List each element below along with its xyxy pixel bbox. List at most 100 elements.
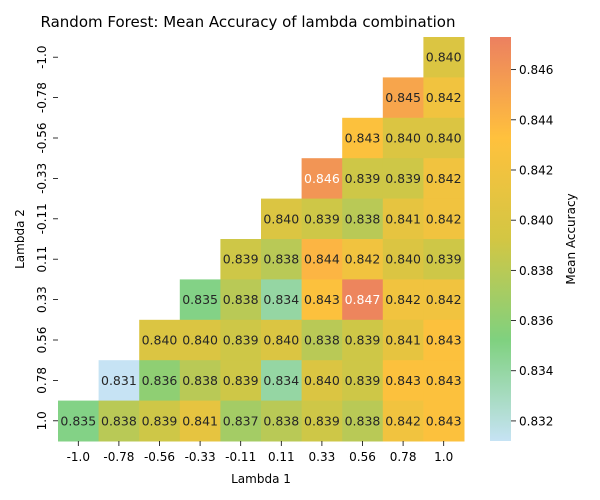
x-tick-label: 0.33 [309,450,336,464]
cell-value-label: 0.843 [345,131,381,146]
cell-value-label: 0.840 [385,131,421,146]
cell-value-label: 0.838 [263,413,299,428]
heatmap-cell [301,319,343,361]
heatmap-cell [301,279,343,321]
y-tick-label: -1.0 [35,45,49,68]
y-tick-label: -0.11 [35,203,49,234]
heatmap-cell [342,158,384,200]
heatmap-cell [58,400,100,442]
heatmap-cell [382,158,424,200]
heatmap-cell [179,279,221,321]
colorbar-tick-label: 0.838 [519,264,553,278]
y-axis-label: Lambda 2 [13,209,27,269]
heatmap-cell [382,360,424,402]
heatmap-cell [382,77,424,119]
heatmap-cell [342,400,384,442]
heatmap-cell [423,319,465,361]
heatmap-cell [423,158,465,200]
heatmap-cell [301,400,343,442]
heatmap-cell [220,239,262,280]
cell-value-label: 0.840 [142,333,178,348]
heatmap-cell [220,279,262,321]
heatmap-cell [342,360,384,402]
x-tick-label: -0.33 [185,450,216,464]
x-tick-label: 0.11 [268,450,295,464]
cell-value-label: 0.838 [263,252,299,267]
colorbar-tick-label: 0.832 [519,414,553,428]
cell-value-label: 0.839 [385,171,421,186]
cell-value-label: 0.839 [345,373,381,388]
cell-value-label: 0.844 [304,252,340,267]
colorbar-tick-label: 0.840 [519,214,553,228]
cell-value-label: 0.839 [304,211,340,226]
cell-value-label: 0.843 [385,373,421,388]
x-tick-label: 0.56 [349,450,376,464]
heatmap-cell [423,360,465,402]
heatmap-cell [342,198,384,240]
cell-value-label: 0.834 [263,292,299,307]
colorbar-tick-label: 0.834 [519,364,553,378]
y-axis-ticks: -1.0 -0.78 -0.56 -0.33 -0.11 0.11 0.33 0.56 0.78… [35,45,58,430]
cell-value-label: 0.845 [385,90,421,105]
heatmap-cell [301,158,343,200]
cell-value-label: 0.839 [304,413,340,428]
heatmap-cell [179,400,221,442]
cell-value-label: 0.839 [142,413,178,428]
cell-value-label: 0.843 [426,413,462,428]
cell-value-label: 0.843 [426,333,462,348]
cell-value-label: 0.841 [385,211,421,226]
colorbar-ticks: 0.832 0.834 0.836 0.838 0.840 0.842 0.844 0.846 [511,63,553,428]
cell-value-label: 0.837 [223,413,259,428]
cell-value-label: 0.838 [304,333,340,348]
x-tick-label: -0.11 [225,450,256,464]
y-tick-label: -0.56 [35,122,49,153]
y-tick-label: -0.33 [35,163,49,194]
cell-value-label: 0.842 [426,211,462,226]
cell-value-label: 0.841 [182,413,218,428]
heatmap-cells: 0.840 0.845 0.842 0.843 0.840 0.840 0.846 0.839… [58,37,465,442]
heatmap-cell [220,319,262,361]
heatmap-cell [382,279,424,321]
cell-value-label: 0.842 [426,90,462,105]
heatmap-cell [261,319,303,361]
cell-value-label: 0.842 [426,292,462,307]
heatmap-cell [301,239,343,280]
heatmap-cell [261,239,303,280]
cell-value-label: 0.843 [304,292,340,307]
heatmap-cell [423,400,465,442]
cell-value-label: 0.839 [223,333,259,348]
cell-value-label: 0.846 [304,171,340,186]
heatmap-cell [423,279,465,321]
cell-value-label: 0.842 [426,171,462,186]
cell-value-label: 0.840 [385,252,421,267]
x-tick-label: 1.0 [434,450,453,464]
heatmap-cell [423,77,465,119]
heatmap-cell [261,279,303,321]
cell-value-label: 0.838 [182,373,218,388]
x-tick-label: 0.78 [390,450,417,464]
x-axis-ticks: -1.0 -0.78 -0.56 -0.33 -0.11 0.11 0.33 0.56 0.78… [67,441,453,464]
heatmap-cell [301,360,343,402]
cell-value-label: 0.838 [345,211,381,226]
cell-value-label: 0.840 [304,373,340,388]
y-tick-label: 0.33 [35,286,49,313]
cell-value-label: 0.843 [426,373,462,388]
heatmap-cell [423,239,465,280]
cell-value-label: 0.839 [223,252,259,267]
cell-value-label: 0.836 [142,373,178,388]
x-tick-label: -0.56 [144,450,175,464]
colorbar-tick-label: 0.846 [519,63,553,77]
cell-value-label: 0.838 [223,292,259,307]
colorbar [490,37,511,441]
cell-value-label: 0.841 [385,333,421,348]
cell-value-label: 0.840 [263,211,299,226]
heatmap-cell [261,198,303,240]
heatmap-cell [423,37,465,78]
heatmap-cell [261,360,303,402]
colorbar-label: Mean Accuracy [564,193,578,284]
colorbar-tick-label: 0.836 [519,314,553,328]
heatmap-cell [179,360,221,402]
cell-value-label: 0.835 [182,292,218,307]
heatmap-cell [98,360,140,402]
